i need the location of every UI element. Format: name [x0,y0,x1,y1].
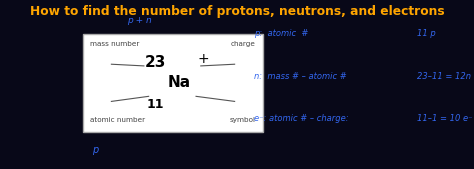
Bar [83,34,263,132]
Text: charge: charge [231,41,256,47]
Text: 23: 23 [145,55,166,70]
Text: 11 p: 11 p [417,29,436,38]
Text: 23–11 = 12n: 23–11 = 12n [417,71,471,81]
Text: e⁻: atomic # – charge:: e⁻: atomic # – charge: [254,114,348,123]
Text: 11: 11 [147,98,164,111]
Text: p:  atomic  #: p: atomic # [254,29,308,38]
Text: p + n: p + n [128,16,152,25]
Text: atomic number: atomic number [90,117,145,123]
Text: How to find the number of protons, neutrons, and electrons: How to find the number of protons, neutr… [30,5,444,18]
Text: 11–1 = 10 e⁻: 11–1 = 10 e⁻ [417,114,473,123]
Text: symbol: symbol [230,117,256,123]
Text: n:  mass # – atomic #: n: mass # – atomic # [254,71,346,81]
Text: mass number: mass number [90,41,139,47]
Text: p: p [92,145,99,155]
Text: +: + [197,52,209,66]
Text: Na: Na [168,75,191,90]
